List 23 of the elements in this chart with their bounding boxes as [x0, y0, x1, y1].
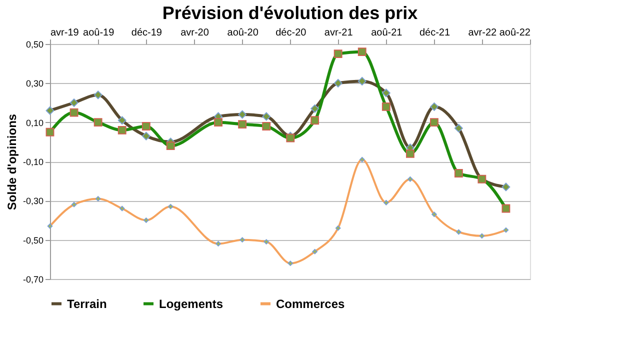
x-tick-label: avr-20	[180, 28, 210, 38]
y-tick-label: 0,30	[26, 78, 44, 89]
y-tick-label: -0,10	[22, 157, 44, 167]
x-tick-label: avr-21	[324, 28, 354, 38]
y-tick-label: -0,30	[22, 196, 44, 206]
x-tick-label: déc-20	[276, 28, 307, 38]
chart-title: Prévision d'évolution des prix	[162, 3, 418, 23]
y-tick-label: 0,10	[26, 118, 44, 128]
x-tick-label: avr-19	[50, 28, 80, 38]
x-tick-label: aoû-19	[83, 28, 115, 38]
legend-label: Logements	[159, 296, 224, 311]
y-tick-label: -0,70	[22, 274, 44, 284]
y-tick-label: 0,50	[26, 40, 44, 50]
x-tick-label: aoû-20	[227, 28, 259, 38]
legend-label: Terrain	[67, 296, 107, 311]
x-tick-label: aoû-21	[371, 28, 403, 38]
y-tick-label: -0,50	[22, 235, 44, 246]
legend-label: Commerces	[276, 296, 346, 311]
x-tick-label: déc-19	[131, 28, 162, 38]
x-tick-label: déc-21	[419, 28, 450, 38]
x-tick-label: aoû-22	[499, 28, 531, 38]
y-axis-title: Solde d'opinions	[4, 114, 19, 210]
x-tick-label: avr-22	[468, 28, 498, 38]
